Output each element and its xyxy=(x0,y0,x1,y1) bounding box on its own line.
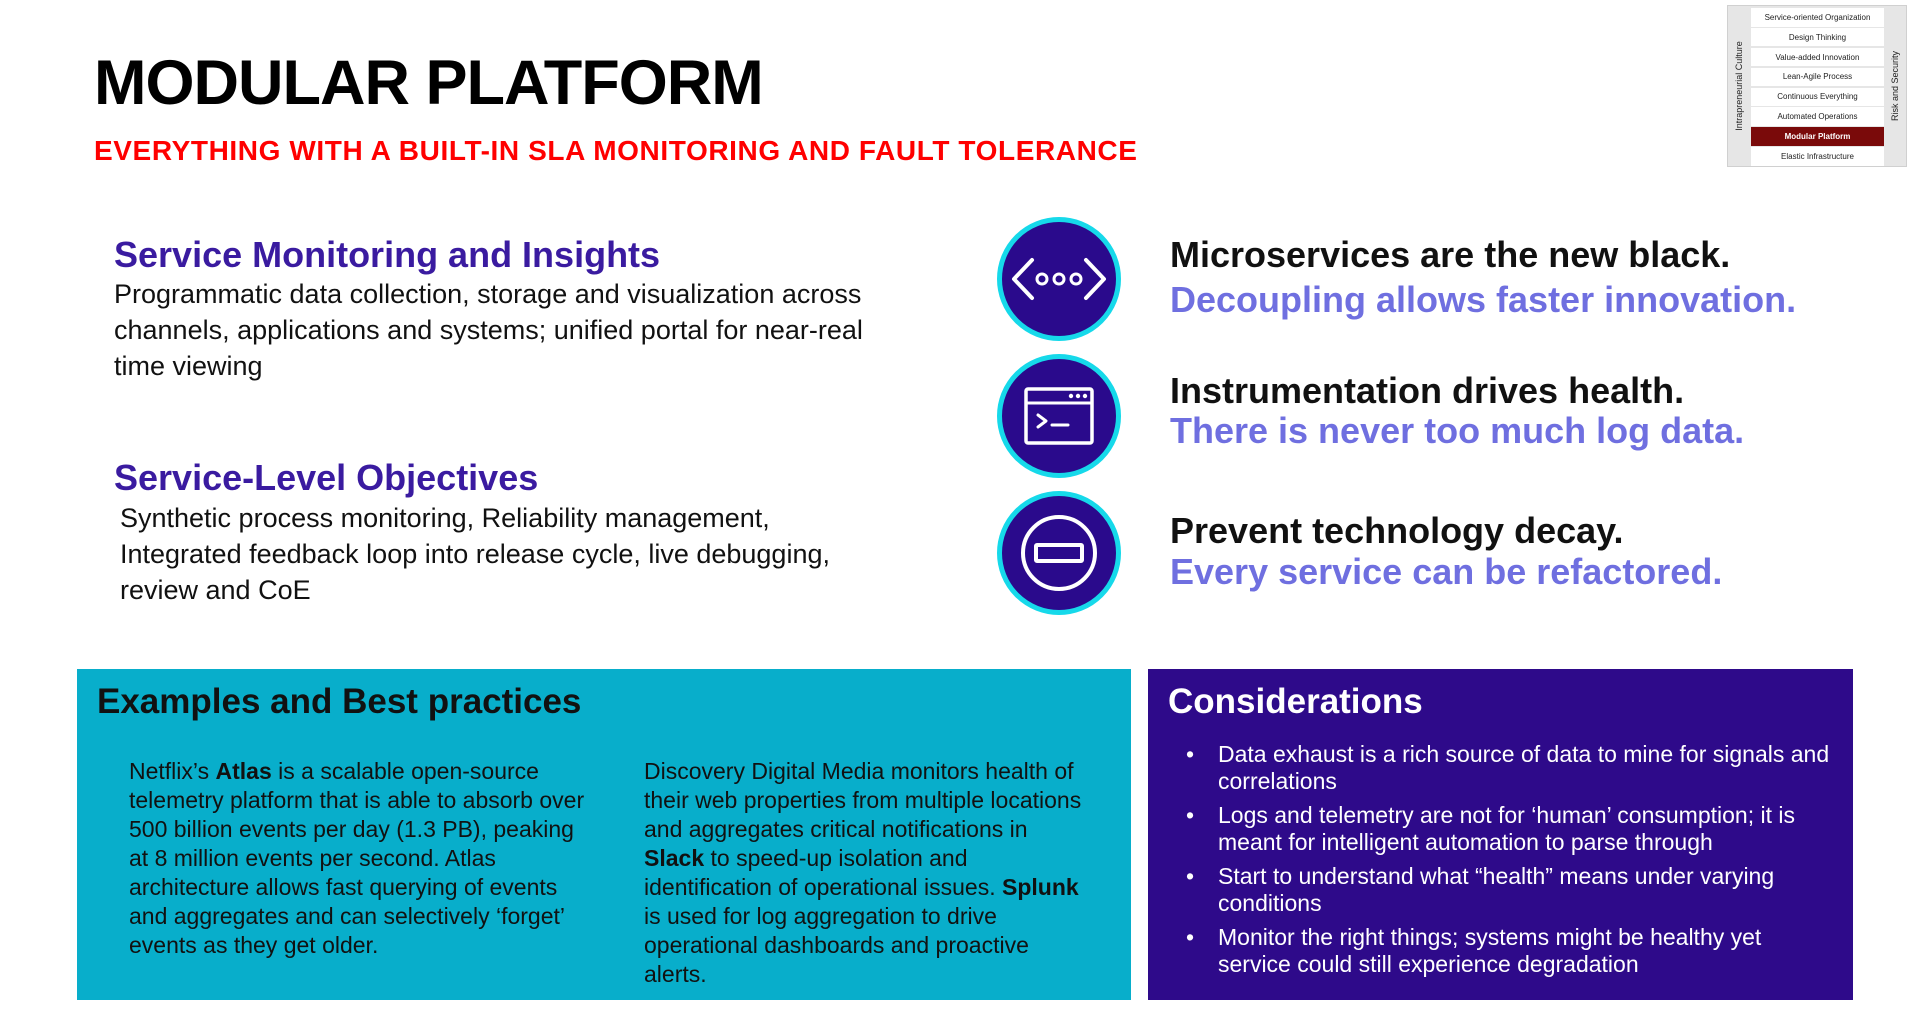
list-item-text: Logs and telemetry are not for ‘human’ c… xyxy=(1218,802,1795,855)
page-title: MODULAR PLATFORM xyxy=(94,48,764,118)
claim-title-3: Prevent technology decay. xyxy=(1170,510,1624,551)
framework-right-label: Risk and Security xyxy=(1890,50,1900,122)
example-text: Discovery Digital Media monitors health … xyxy=(644,758,1082,842)
list-item: • Start to understand what “health” means… xyxy=(1176,863,1836,917)
example-text: Netflix’s xyxy=(129,758,216,784)
claim-title-1: Microservices are the new black. xyxy=(1170,234,1731,275)
framework-item: Continuous Everything xyxy=(1751,87,1884,107)
terminal-window-icon xyxy=(997,354,1121,478)
example-text: to speed-up isolation and identification… xyxy=(644,845,1002,900)
framework-item: Lean-Agile Process xyxy=(1751,67,1884,87)
claim-subtitle-1: Decoupling allows faster innovation. xyxy=(1170,279,1797,320)
claim-subtitle-3: Every service can be refactored. xyxy=(1170,551,1723,592)
bullet: • xyxy=(1186,741,1195,767)
framework-left-label: Intrapreneurial Culture xyxy=(1734,41,1744,131)
example-bold: Slack xyxy=(644,845,705,871)
examples-panel: Examples and Best practices Netflix’s At… xyxy=(77,669,1131,1000)
list-item: • Monitor the right things; systems might… xyxy=(1176,924,1836,978)
page-subtitle: EVERYTHING WITH A BUILT-IN SLA MONITORIN… xyxy=(94,135,1138,166)
list-item-text: Start to understand what “health” means … xyxy=(1218,863,1775,916)
framework-item: Design Thinking xyxy=(1751,27,1884,47)
bullet: • xyxy=(1186,863,1195,889)
framework-item: Automated Operations xyxy=(1751,107,1884,126)
list-item: • Data exhaust is a rich source of data t… xyxy=(1176,741,1836,795)
claim-subtitle-2: There is never too much log data. xyxy=(1170,410,1745,451)
example-text: is used for log aggregation to drive ope… xyxy=(644,903,1029,987)
code-brackets-icon xyxy=(997,217,1121,341)
bullet: • xyxy=(1186,924,1195,950)
considerations-list: • Data exhaust is a rich source of data t… xyxy=(1176,741,1836,985)
considerations-panel: Considerations • Data exhaust is a rich s… xyxy=(1148,669,1853,1000)
example-netflix: Netflix’s Atlas is a scalable open-sourc… xyxy=(129,757,589,960)
framework-item-active: Modular Platform xyxy=(1751,127,1884,146)
framework-item: Value-added Innovation xyxy=(1751,47,1884,67)
example-bold: Atlas xyxy=(215,758,272,784)
list-item: • Logs and telemetry are not for ‘human’ … xyxy=(1176,802,1836,856)
framework-stack: Service-oriented Organization Design Thi… xyxy=(1751,8,1884,167)
framework-right-bar: Risk and Security xyxy=(1884,6,1906,166)
example-text: is a scalable open-source telemetry plat… xyxy=(129,758,585,958)
example-discovery: Discovery Digital Media monitors health … xyxy=(644,757,1094,989)
slo-heading: Service-Level Objectives xyxy=(114,457,539,498)
framework-item: Elastic Infrastructure xyxy=(1751,147,1884,166)
list-item-text: Data exhaust is a rich source of data to… xyxy=(1218,741,1830,794)
examples-heading: Examples and Best practices xyxy=(97,682,582,721)
monitoring-heading: Service Monitoring and Insights xyxy=(114,234,661,275)
framework-diagram: Intrapreneurial Culture Service-oriented… xyxy=(1727,5,1907,167)
example-bold: Splunk xyxy=(1002,874,1079,900)
list-item-text: Monitor the right things; systems might … xyxy=(1218,924,1762,977)
no-entry-icon xyxy=(997,491,1121,615)
claim-title-2: Instrumentation drives health. xyxy=(1170,370,1685,411)
monitoring-body: Programmatic data collection, storage an… xyxy=(114,279,863,381)
considerations-heading: Considerations xyxy=(1168,682,1423,721)
slo-body: Synthetic process monitoring, Reliabilit… xyxy=(120,503,830,605)
framework-item: Service-oriented Organization xyxy=(1751,8,1884,27)
bullet: • xyxy=(1186,802,1195,828)
framework-left-bar: Intrapreneurial Culture xyxy=(1728,6,1750,166)
